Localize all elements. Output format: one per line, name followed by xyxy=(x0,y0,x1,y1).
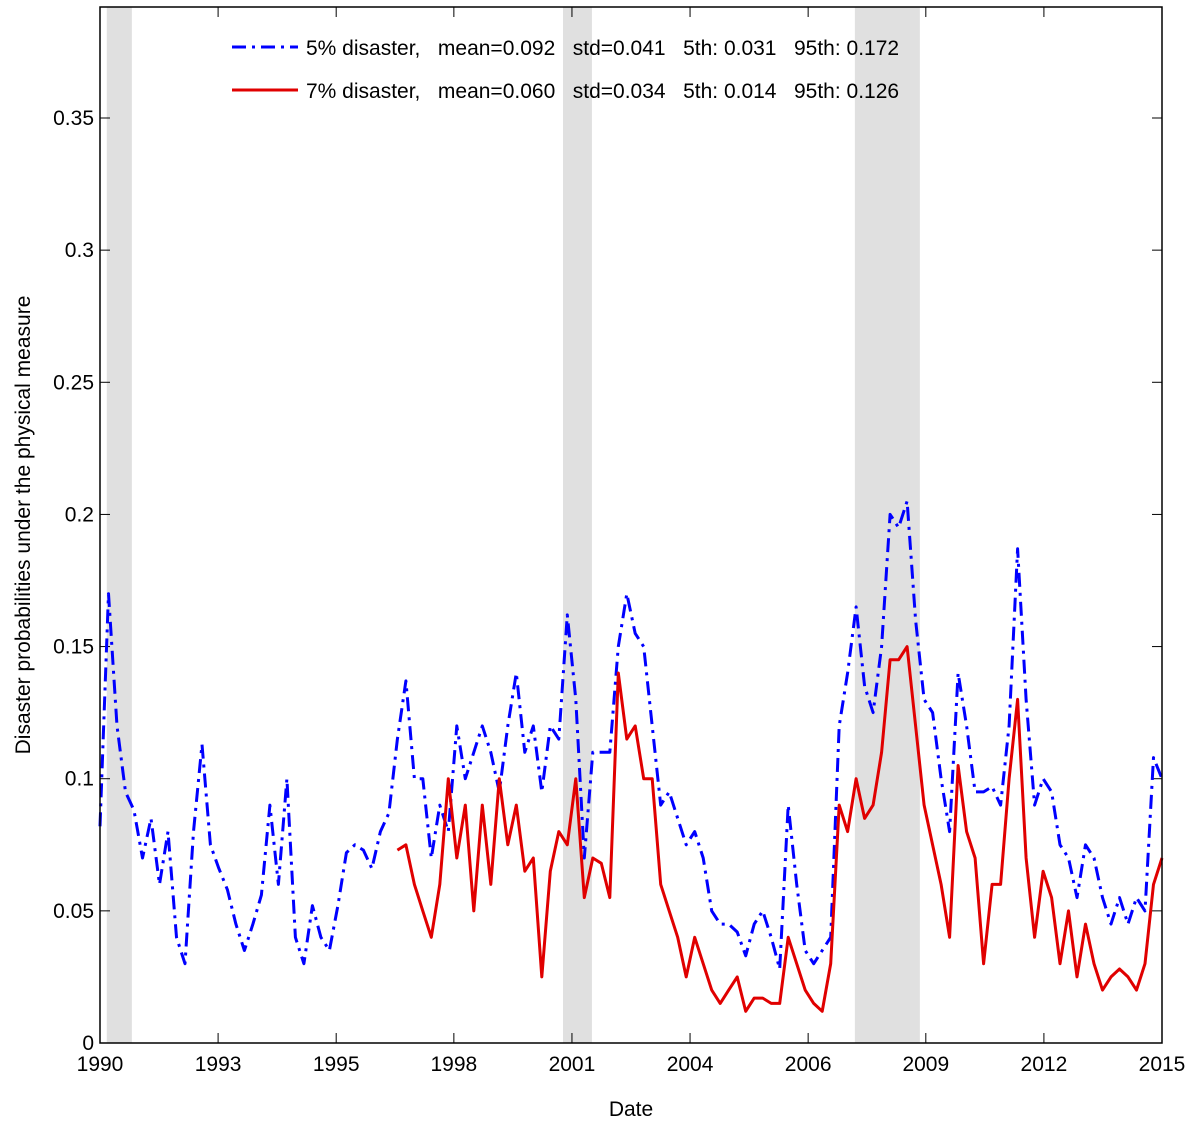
plot-frame xyxy=(99,6,1163,1044)
y-tick-label: 0.05 xyxy=(53,900,94,923)
y-tick-label: 0.35 xyxy=(53,107,94,130)
y-tick-label: 0.15 xyxy=(53,636,94,659)
shaded-region xyxy=(563,7,592,1043)
x-tick-label: 2006 xyxy=(785,1053,832,1076)
x-tick-label: 1998 xyxy=(430,1053,477,1076)
x-tick-label: 2004 xyxy=(667,1053,714,1076)
y-tick-label: 0.25 xyxy=(53,371,94,394)
legend-label: 5% disaster, mean=0.092 std=0.041 5th: 0… xyxy=(306,37,899,60)
x-tick-label: 2001 xyxy=(549,1053,596,1076)
y-axis-label: Disaster probabilities under the physica… xyxy=(12,296,35,755)
series-line xyxy=(98,499,1164,971)
shaded-region xyxy=(854,7,920,1043)
y-tick-label: 0.3 xyxy=(65,239,94,262)
x-tick-label: 1990 xyxy=(77,1053,124,1076)
y-tick-label: 0.2 xyxy=(65,503,94,526)
x-tick-label: 2012 xyxy=(1021,1053,1068,1076)
x-tick-label: 2015 xyxy=(1139,1053,1186,1076)
x-tick-label: 1995 xyxy=(313,1053,360,1076)
shaded-region xyxy=(106,7,132,1043)
x-tick-label: 2009 xyxy=(902,1053,949,1076)
y-tick-label: 0.1 xyxy=(65,768,94,791)
legend-label: 7% disaster, mean=0.060 std=0.034 5th: 0… xyxy=(306,80,899,103)
x-axis-label: Date xyxy=(609,1098,653,1121)
series-line xyxy=(396,645,1164,1013)
y-tick-label: 0 xyxy=(82,1032,94,1055)
x-tick-label: 1993 xyxy=(195,1053,242,1076)
